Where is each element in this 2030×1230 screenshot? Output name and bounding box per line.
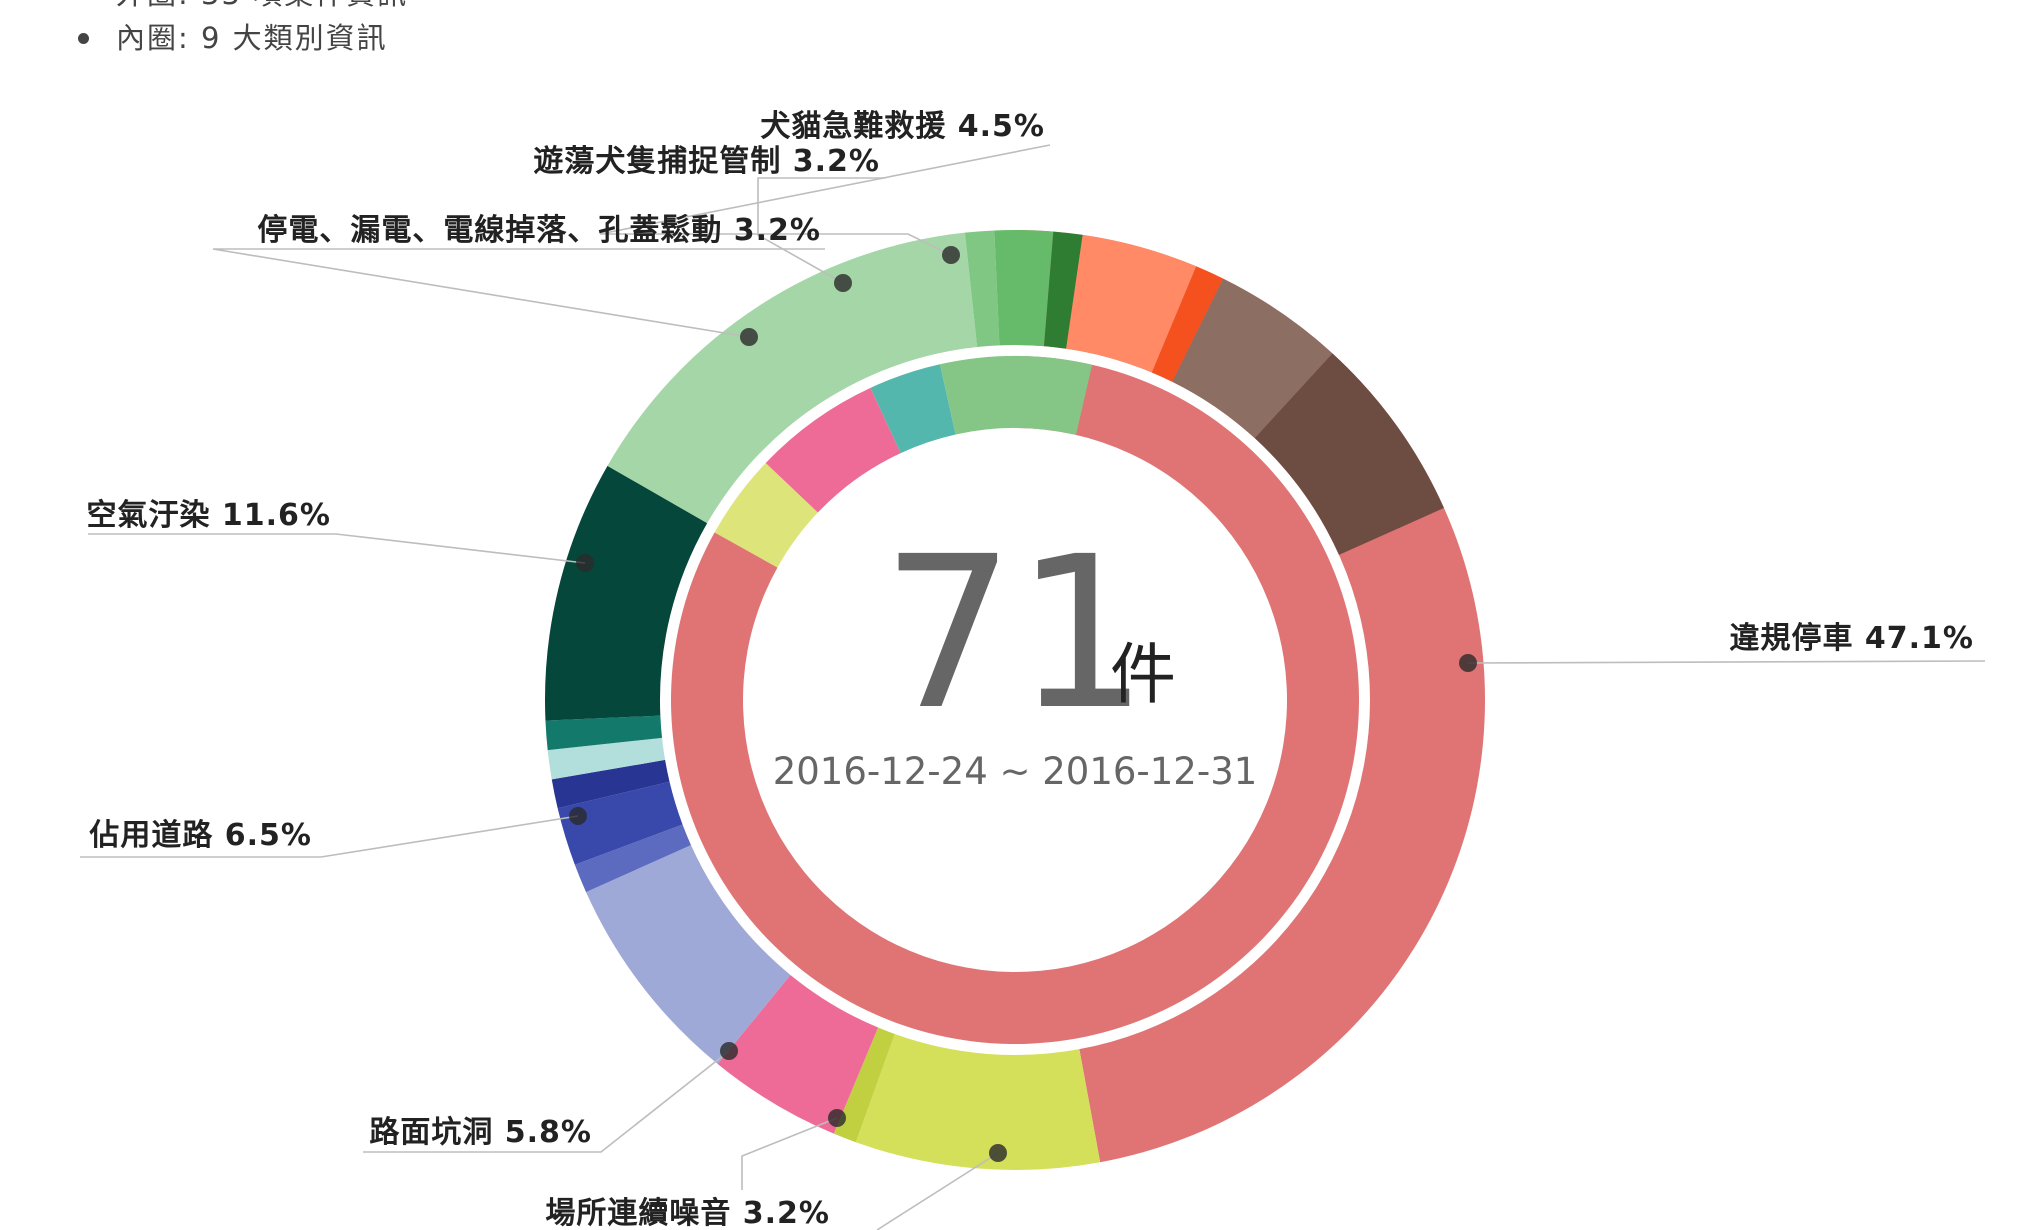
- inner-slice-1[interactable]: [714, 462, 818, 568]
- outer-slice-12[interactable]: [964, 230, 1000, 348]
- callout-label-noise: 場所連續噪音 3.2%: [545, 1196, 830, 1230]
- outer-slice-3[interactable]: [717, 974, 879, 1134]
- outer-slice-10[interactable]: [545, 465, 708, 721]
- callout-label-illegal-parking: 違規停車 47.1%: [1729, 621, 1974, 656]
- callout-label-stray-dogs: 遊蕩犬隻捕捉管制 3.2%: [533, 144, 880, 179]
- outer-slice-4[interactable]: [586, 845, 791, 1065]
- outer-slice-8[interactable]: [547, 737, 666, 780]
- leader-line-air-pollution: [88, 533, 586, 564]
- outer-slice-17[interactable]: [1172, 278, 1333, 439]
- callout-label-air-pollution: 空氣汙染 11.6%: [86, 498, 331, 533]
- inner-ring: [670, 356, 1359, 1044]
- leader-dot-power: [740, 328, 758, 346]
- leader-line-animal-rescue: [599, 144, 1051, 256]
- inner-slice-3[interactable]: [870, 364, 956, 454]
- leader-dot-noise-2: [989, 1144, 1007, 1162]
- outer-slice-1[interactable]: [855, 1034, 1101, 1170]
- leader-dot-illegal-parking: [1459, 654, 1477, 672]
- leader-line-illegal-parking: [1467, 660, 1986, 664]
- leader-line-stray-dogs: [757, 177, 885, 284]
- center-count: 71: [881, 511, 1148, 756]
- legend-item-inner: 內圈: 9 大類別資訊: [78, 16, 408, 60]
- outer-slice-13[interactable]: [994, 229, 1054, 347]
- outer-slice-9[interactable]: [545, 715, 663, 751]
- legend-list: 外圈: 33 項案件資訊 內圈: 9 大類別資訊: [78, 0, 408, 60]
- leader-dot-stray-dogs: [834, 274, 852, 292]
- outer-slice-7[interactable]: [551, 759, 670, 809]
- leader-line-power: [212, 248, 825, 338]
- leader-dot-air-pollution: [576, 554, 594, 572]
- outer-slice-18[interactable]: [1254, 353, 1444, 555]
- callout-label-animal-rescue: 犬貓急難救援 4.5%: [760, 109, 1045, 144]
- callout-label-road-occupation: 佔用道路 6.5%: [88, 818, 312, 853]
- leader-line-noise: [741, 1117, 838, 1190]
- leader-line-noise-2: [876, 1152, 999, 1230]
- leader-line-road-occupation: [80, 815, 579, 858]
- outer-ring: [545, 229, 1486, 1170]
- outer-slice-2[interactable]: [833, 1027, 895, 1143]
- outer-slice-14[interactable]: [1043, 231, 1083, 349]
- callout-label-potholes: 路面坑洞 5.8%: [369, 1115, 592, 1150]
- leader-dot-road-occupation: [569, 807, 587, 825]
- outer-slice-6[interactable]: [557, 781, 683, 865]
- outer-slice-16[interactable]: [1151, 266, 1224, 382]
- inner-slice-4[interactable]: [939, 356, 1093, 435]
- leader-lines: [80, 144, 1986, 1230]
- center-unit: 件: [1110, 636, 1176, 713]
- inner-slice-2[interactable]: [765, 387, 901, 513]
- outer-slice-15[interactable]: [1066, 234, 1197, 373]
- leader-dot-potholes: [720, 1042, 738, 1060]
- legend-item-outer: 外圈: 33 項案件資訊: [78, 0, 408, 16]
- leader-line-potholes: [363, 1050, 730, 1153]
- leader-dot-animal-rescue: [942, 246, 960, 264]
- outer-slice-5[interactable]: [574, 824, 691, 893]
- outer-slice-11[interactable]: [607, 232, 978, 524]
- callout-label-power: 停電、漏電、電線掉落、孔蓋鬆動 3.2%: [257, 213, 821, 248]
- leader-dot-noise: [828, 1109, 846, 1127]
- center-date-range: 2016-12-24 ~ 2016-12-31: [773, 750, 1258, 793]
